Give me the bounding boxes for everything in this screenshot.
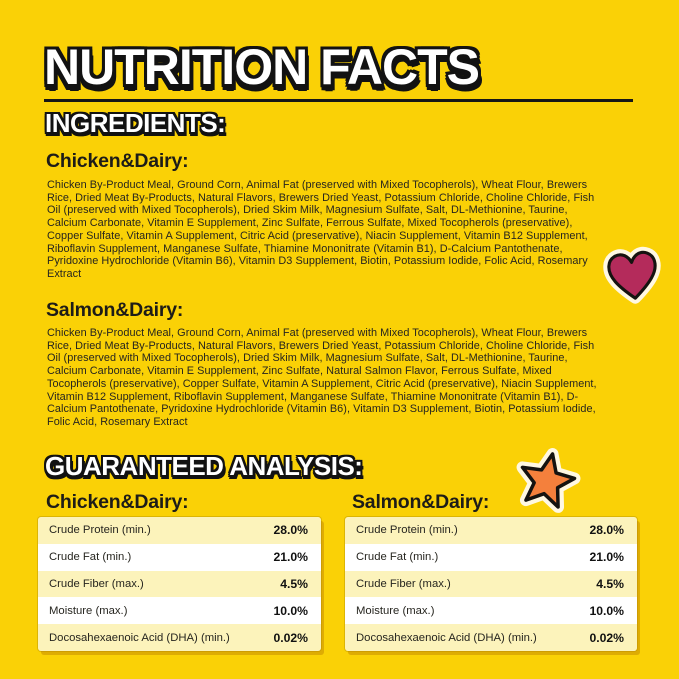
table-row: Crude Fiber (max.) 4.5% xyxy=(38,570,321,598)
ingredients-heading: INGREDIENTS: xyxy=(45,108,226,138)
row-value: 28.0% xyxy=(589,523,624,538)
row-label: Crude Fat (min.) xyxy=(49,551,132,564)
heart-icon xyxy=(603,246,661,304)
ingredients-salmon-dairy-text: Chicken By-Product Meal, Ground Corn, An… xyxy=(47,327,597,428)
analysis-table-chicken-dairy-title: Chicken&Dairy: xyxy=(46,491,189,513)
row-label: Docosahexaenoic Acid (DHA) (min.) xyxy=(49,631,230,644)
analysis-table-salmon-dairy-title: Salmon&Dairy: xyxy=(352,491,490,513)
ingredients-section-salmon-dairy-title: Salmon&Dairy: xyxy=(46,299,184,321)
star-icon xyxy=(516,448,581,513)
row-label: Crude Protein (min.) xyxy=(49,524,151,537)
row-value: 0.02% xyxy=(273,630,308,645)
row-label: Crude Fiber (max.) xyxy=(356,577,451,590)
row-value: 0.02% xyxy=(589,630,624,645)
analysis-table-salmon-dairy: Crude Protein (min.) 28.0% Crude Fat (mi… xyxy=(345,517,637,651)
row-label: Moisture (max.) xyxy=(356,604,435,617)
row-value: 10.0% xyxy=(589,603,624,618)
row-value: 21.0% xyxy=(589,550,624,565)
row-value: 10.0% xyxy=(273,603,308,618)
row-value: 21.0% xyxy=(273,550,308,565)
row-value: 4.5% xyxy=(596,576,624,591)
table-row: Moisture (max.) 10.0% xyxy=(345,597,637,625)
table-row: Moisture (max.) 10.0% xyxy=(38,597,321,625)
guaranteed-analysis-heading: GUARANTEED ANALYSIS: xyxy=(45,451,363,481)
row-label: Moisture (max.) xyxy=(49,604,128,617)
table-row: Docosahexaenoic Acid (DHA) (min.) 0.02% xyxy=(345,624,637,651)
row-label: Crude Fiber (max.) xyxy=(49,577,144,590)
title-divider xyxy=(44,99,633,102)
analysis-table-chicken-dairy: Crude Protein (min.) 28.0% Crude Fat (mi… xyxy=(38,517,321,651)
table-row: Crude Fiber (max.) 4.5% xyxy=(345,570,637,598)
table-row: Docosahexaenoic Acid (DHA) (min.) 0.02% xyxy=(38,624,321,651)
row-label: Crude Fat (min.) xyxy=(356,551,439,564)
row-value: 28.0% xyxy=(273,523,308,538)
ingredients-chicken-dairy-text: Chicken By-Product Meal, Ground Corn, An… xyxy=(47,179,595,280)
table-row: Crude Protein (min.) 28.0% xyxy=(345,517,637,544)
row-value: 4.5% xyxy=(280,576,308,591)
table-row: Crude Fat (min.) 21.0% xyxy=(38,543,321,571)
table-row: Crude Fat (min.) 21.0% xyxy=(345,543,637,571)
row-label: Crude Protein (min.) xyxy=(356,524,458,537)
row-label: Docosahexaenoic Acid (DHA) (min.) xyxy=(356,631,537,644)
table-row: Crude Protein (min.) 28.0% xyxy=(38,517,321,544)
page-title: NUTRITION FACTS xyxy=(44,39,480,95)
ingredients-section-chicken-dairy-title: Chicken&Dairy: xyxy=(46,150,189,172)
